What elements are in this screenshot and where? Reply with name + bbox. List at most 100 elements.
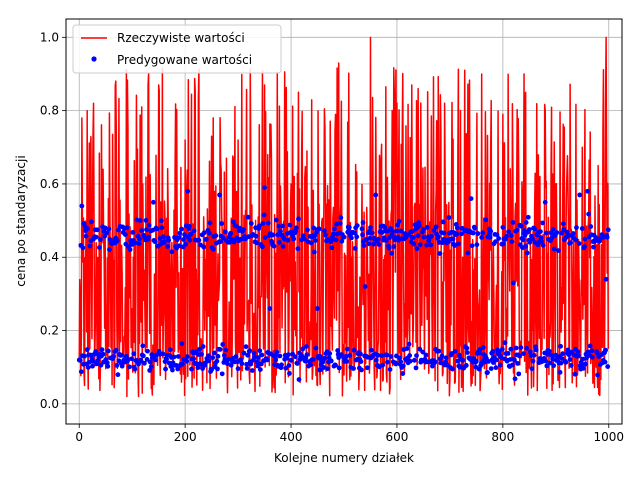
predicted-point: [396, 237, 401, 243]
predicted-point: [285, 237, 291, 243]
predicted-point: [104, 360, 110, 366]
predicted-point: [291, 236, 297, 242]
predicted-point: [417, 346, 423, 352]
predicted-point: [93, 234, 99, 240]
predicted-point: [345, 229, 351, 235]
predicted-point: [454, 225, 460, 231]
legend-label-predicted: Predygowane wartości: [117, 53, 252, 67]
predicted-point: [538, 235, 544, 241]
predicted-point: [496, 236, 502, 241]
predicted-point: [473, 359, 479, 364]
predicted-point: [402, 231, 408, 237]
predicted-point: [124, 225, 130, 231]
predicted-point: [450, 236, 456, 242]
predicted-point: [416, 223, 422, 229]
predicted-point: [209, 367, 215, 373]
predicted-point: [511, 280, 516, 286]
predicted-point: [523, 243, 529, 249]
predicted-point: [210, 246, 216, 252]
predicted-point: [380, 362, 386, 368]
predicted-point: [188, 231, 194, 237]
predicted-point: [262, 185, 267, 191]
predicted-point: [322, 355, 328, 361]
predicted-point: [373, 357, 379, 363]
predicted-point: [506, 229, 512, 235]
predicted-point: [347, 353, 353, 358]
predicted-point: [127, 247, 133, 253]
predicted-point: [486, 358, 491, 364]
predicted-point: [167, 347, 173, 353]
predicted-point: [516, 353, 522, 359]
predicted-point: [432, 359, 438, 365]
predicted-point: [107, 247, 112, 252]
predicted-point: [100, 351, 106, 357]
predicted-point: [480, 230, 486, 236]
predicted-point: [169, 249, 175, 255]
predicted-point: [411, 241, 417, 247]
predicted-point: [482, 359, 488, 365]
predicted-point: [393, 361, 399, 367]
predicted-point: [145, 348, 150, 354]
y-tick-label: 0.0: [40, 397, 59, 411]
predicted-point: [283, 365, 289, 371]
predicted-point: [218, 239, 224, 244]
predicted-point: [311, 249, 317, 255]
predicted-point: [180, 361, 185, 367]
x-tick-label: 600: [385, 430, 408, 444]
predicted-point: [488, 366, 494, 371]
predicted-point: [417, 242, 423, 248]
predicted-point: [457, 352, 462, 358]
predicted-point: [199, 351, 204, 357]
predicted-point: [404, 346, 410, 351]
predicted-point: [385, 359, 390, 365]
predicted-point: [421, 234, 427, 240]
predicted-point: [243, 344, 249, 350]
predicted-point: [428, 242, 434, 248]
predicted-point: [580, 365, 586, 371]
predicted-point: [119, 363, 125, 369]
predicted-point: [257, 367, 263, 373]
predicted-point: [421, 227, 426, 232]
predicted-point: [115, 372, 121, 378]
predicted-point: [579, 226, 585, 231]
predicted-point: [80, 245, 86, 251]
predicted-point: [354, 223, 360, 228]
predicted-point: [400, 371, 406, 376]
predicted-point: [436, 348, 442, 354]
predicted-point: [296, 216, 301, 222]
predicted-point: [423, 352, 429, 358]
predicted-point: [148, 364, 154, 370]
predicted-point: [293, 225, 299, 231]
predicted-point: [295, 246, 301, 252]
predicted-point: [398, 359, 404, 365]
predicted-point: [468, 196, 474, 201]
predicted-point: [264, 357, 270, 363]
predicted-point: [386, 245, 392, 251]
predicted-point: [321, 365, 327, 370]
predicted-point: [254, 359, 260, 365]
predicted-point: [280, 244, 286, 249]
predicted-point: [605, 227, 611, 233]
predicted-point: [479, 235, 485, 240]
x-axis-ticks: 0 200 400 600 800 1000: [75, 424, 624, 444]
predicted-point: [369, 230, 375, 236]
predicted-point: [543, 230, 549, 236]
predicted-point: [175, 354, 181, 359]
predicted-point: [603, 276, 609, 282]
predicted-point: [83, 233, 89, 239]
predicted-point: [184, 354, 190, 360]
predicted-point: [542, 199, 548, 205]
predicted-point: [389, 250, 395, 256]
predicted-point: [490, 348, 496, 354]
predicted-point: [454, 231, 460, 237]
predicted-point: [252, 354, 257, 360]
predicted-point: [286, 363, 292, 368]
predicted-point: [550, 356, 556, 362]
predicted-point: [106, 226, 112, 232]
predicted-point: [371, 241, 377, 247]
predicted-point: [469, 243, 475, 249]
predicted-point: [280, 223, 285, 229]
predicted-point: [480, 345, 486, 350]
predicted-point: [107, 237, 113, 242]
predicted-point: [277, 240, 282, 245]
